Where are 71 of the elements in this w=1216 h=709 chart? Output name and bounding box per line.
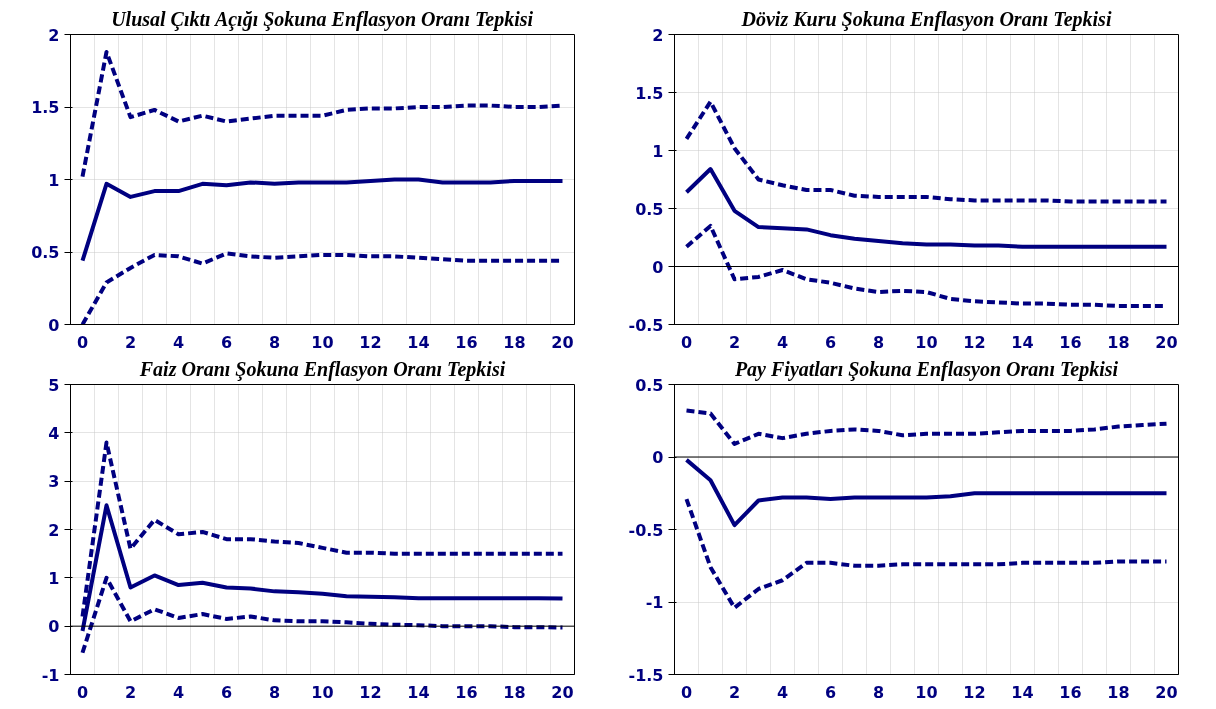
x-tick-label: 8	[872, 332, 885, 352]
x-tick-label: 10	[915, 332, 938, 352]
y-tick-label: -1	[645, 593, 664, 612]
y-tick-label: 0.5	[635, 199, 664, 219]
chart-title: Döviz Kuru Şokuna Enflasyon Oranı Tepkisi	[740, 7, 1112, 31]
x-tick-label: 18	[1107, 682, 1130, 702]
y-tick-label: 0	[652, 257, 664, 277]
y-tick-label: 2	[48, 520, 60, 540]
x-tick-label: 18	[1107, 332, 1130, 352]
x-tick-label: 6	[220, 682, 233, 702]
x-tick-label: 2	[728, 332, 741, 352]
x-tick-label: 14	[407, 682, 430, 702]
x-tick-label: 8	[872, 682, 885, 702]
y-tick-label: 0.5	[31, 243, 60, 262]
y-tick-label: 1.5	[31, 98, 60, 117]
x-tick-label: 20	[1155, 682, 1178, 702]
x-tick-label: 4	[172, 682, 185, 702]
y-tick-label: 1	[652, 141, 664, 161]
x-tick-label: 14	[1011, 332, 1034, 352]
x-tick-label: 4	[776, 332, 789, 352]
y-tick-label: -0.5	[628, 315, 664, 335]
y-tick-label: -1.5	[628, 665, 664, 685]
y-tick-label: 0	[652, 448, 664, 467]
x-tick-label: 12	[359, 682, 382, 702]
y-tick-label: 4	[48, 423, 60, 443]
x-tick-label: 10	[311, 332, 334, 352]
x-tick-label: 16	[1059, 332, 1082, 352]
x-tick-label: 20	[551, 332, 574, 352]
x-tick-label: 6	[824, 332, 837, 352]
x-tick-label: 0	[680, 332, 693, 352]
x-tick-label: 20	[1155, 332, 1178, 352]
y-tick-label: -0.5	[628, 520, 664, 540]
y-tick-label: -1	[41, 665, 60, 685]
x-tick-label: 10	[311, 682, 334, 702]
x-tick-label: 2	[124, 332, 137, 352]
y-tick-label: 2	[652, 25, 664, 45]
y-tick-label: 3	[48, 472, 60, 492]
x-tick-label: 10	[915, 682, 938, 702]
x-tick-label: 0	[76, 332, 89, 352]
x-tick-label: 8	[268, 682, 281, 702]
x-tick-label: 4	[776, 682, 789, 702]
x-tick-label: 16	[455, 682, 478, 702]
y-tick-label: 2	[48, 25, 60, 45]
x-tick-label: 0	[680, 682, 693, 702]
x-tick-label: 14	[407, 332, 430, 352]
y-tick-label: 0	[48, 617, 60, 637]
x-tick-label: 14	[1011, 682, 1034, 702]
x-tick-label: 20	[551, 682, 574, 702]
chart-title: Pay Fiyatları Şokuna Enflasyon Oranı Tepkisi	[733, 357, 1119, 381]
x-tick-label: 6	[824, 682, 837, 702]
x-tick-label: 6	[220, 332, 233, 352]
y-tick-label: 0.5	[635, 375, 664, 395]
x-tick-label: 0	[76, 682, 89, 702]
x-tick-label: 12	[963, 682, 986, 702]
y-tick-label: 1	[48, 568, 60, 588]
x-tick-label: 12	[963, 332, 986, 352]
y-tick-label: 1	[48, 170, 60, 190]
x-tick-label: 16	[1059, 682, 1082, 702]
x-tick-label: 4	[172, 332, 185, 352]
x-tick-label: 2	[728, 682, 741, 702]
y-tick-label: 0	[48, 315, 60, 335]
chart-title: Faiz Oranı Şokuna Enflasyon Oranı Tepkisi	[138, 357, 506, 381]
x-tick-label: 8	[268, 332, 281, 352]
chart-title: Ulusal Çıktı Açığı Şokuna Enflasyon Oranı Tepkisi	[111, 7, 534, 31]
x-tick-label: 16	[455, 332, 478, 352]
y-tick-label: 1.5	[635, 83, 664, 103]
x-tick-label: 12	[359, 332, 382, 352]
y-tick-label: 5	[48, 375, 60, 395]
x-tick-label: 2	[124, 682, 137, 702]
x-tick-label: 18	[503, 682, 526, 702]
x-tick-label: 18	[503, 332, 526, 352]
